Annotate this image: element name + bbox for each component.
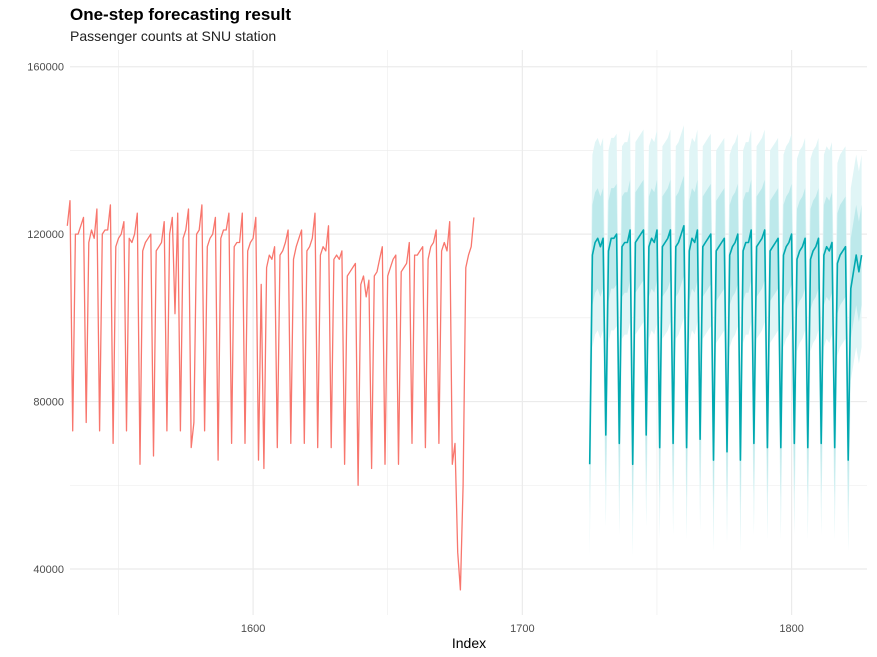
history-series-line (66, 200, 475, 591)
x-tick-label: 1600 (241, 623, 265, 635)
chart-subtitle: Passenger counts at SNU station (70, 28, 277, 44)
series-layer (66, 200, 863, 591)
y-tick-label: 80000 (33, 397, 64, 409)
x-tick-label: 1800 (779, 623, 803, 635)
y-tick-label: 120000 (27, 229, 64, 241)
chart-title: One-step forecasting result (70, 5, 292, 24)
x-tick-label: 1700 (510, 623, 534, 635)
x-axis-title: Index (452, 635, 486, 651)
tick-layer: 40000 80000 120000 160000 1600 1700 1800 (27, 62, 804, 635)
forecast-series-line (588, 225, 863, 466)
y-tick-label: 160000 (27, 62, 64, 74)
y-tick-label: 40000 (33, 564, 64, 576)
